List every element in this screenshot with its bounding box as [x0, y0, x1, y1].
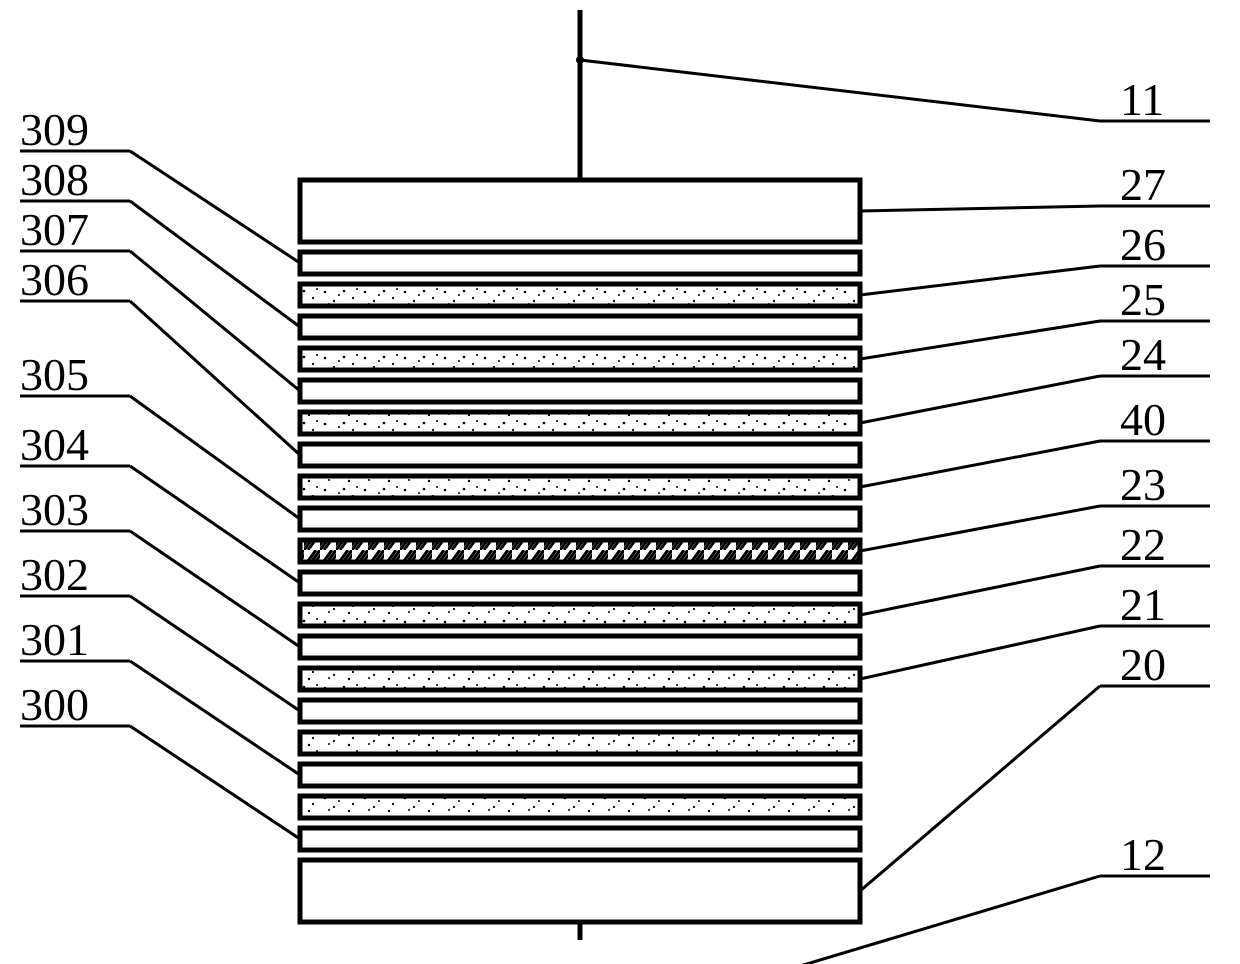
- speckled-layer: [300, 348, 860, 370]
- left-label: 309: [20, 104, 89, 155]
- separator-plate: [300, 764, 860, 786]
- leader-line: [130, 661, 300, 775]
- leader-line: [130, 466, 300, 583]
- leader-line: [130, 151, 300, 263]
- right-label: 40: [1120, 394, 1166, 445]
- left-label: 307: [20, 204, 89, 255]
- speckled-layer: [300, 476, 860, 498]
- hatched-layer: [300, 540, 860, 562]
- leader-line: [860, 206, 1100, 211]
- speckled-layer: [300, 412, 860, 434]
- right-label: 21: [1120, 579, 1166, 630]
- right-label: 20: [1120, 639, 1166, 690]
- leader-line: [860, 266, 1100, 295]
- right-label: 27: [1120, 159, 1166, 210]
- speckled-layer: [300, 604, 860, 626]
- separator-plate: [300, 252, 860, 274]
- leader-line: [860, 506, 1100, 551]
- separator-plate: [300, 700, 860, 722]
- separator-plate: [300, 316, 860, 338]
- leader-line: [860, 321, 1100, 359]
- speckled-layer: [300, 668, 860, 690]
- separator-plate: [300, 444, 860, 466]
- separator-plate: [300, 380, 860, 402]
- leader-line: [860, 376, 1100, 423]
- leader-line: [130, 201, 300, 327]
- left-label: 300: [20, 679, 89, 730]
- right-label: 22: [1120, 519, 1166, 570]
- leader-line: [860, 441, 1100, 487]
- speckled-layer: [300, 732, 860, 754]
- left-label: 308: [20, 154, 89, 205]
- right-label: 23: [1120, 459, 1166, 510]
- leader-line: [580, 60, 1100, 121]
- right-label: 25: [1120, 274, 1166, 325]
- separator-plate: [300, 828, 860, 850]
- right-label: 12: [1120, 829, 1166, 880]
- cap-block: [300, 860, 860, 922]
- left-label: 306: [20, 254, 89, 305]
- separator-plate: [300, 572, 860, 594]
- left-label: 304: [20, 419, 89, 470]
- leader-line: [130, 596, 300, 711]
- leader-line: [860, 626, 1100, 679]
- right-label: 26: [1120, 219, 1166, 270]
- left-label: 305: [20, 349, 89, 400]
- leader-line: [130, 301, 300, 455]
- left-label: 303: [20, 484, 89, 535]
- leader-line: [860, 566, 1100, 615]
- right-label: 11: [1120, 74, 1164, 125]
- diagram-canvas: 309308307306305304303302301300 112726252…: [0, 0, 1240, 964]
- leader-line: [860, 686, 1100, 891]
- separator-plate: [300, 636, 860, 658]
- speckled-layer: [300, 284, 860, 306]
- speckled-layer: [300, 796, 860, 818]
- left-label: 301: [20, 614, 89, 665]
- separator-plate: [300, 508, 860, 530]
- leader-line: [130, 396, 300, 519]
- leader-line: [130, 531, 300, 647]
- left-label: 302: [20, 549, 89, 600]
- cap-block: [300, 180, 860, 242]
- leader-line: [130, 726, 300, 839]
- leader-line: [130, 251, 300, 391]
- right-label: 24: [1120, 329, 1166, 380]
